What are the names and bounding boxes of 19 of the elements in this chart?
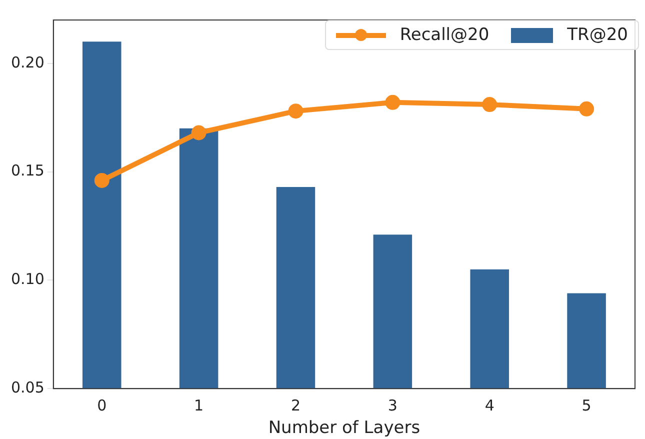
x-axis-title: Number of Layers — [268, 418, 420, 438]
point — [94, 172, 110, 188]
x-tick-label: 3 — [388, 396, 398, 414]
legend-label: Recall@20 — [400, 25, 490, 45]
point — [288, 104, 304, 119]
x-tick-label: 2 — [290, 396, 301, 414]
x-tick-label: 5 — [582, 396, 592, 414]
x-tick-label: 0 — [97, 396, 107, 414]
y-tick-label: 0.15 — [10, 162, 44, 180]
y-tick-label: 0.05 — [10, 378, 44, 396]
point — [385, 94, 400, 110]
x-tick-label: 4 — [484, 396, 494, 414]
point — [191, 125, 206, 140]
point — [482, 97, 498, 112]
point — [579, 101, 594, 116]
x-tick-label: 1 — [194, 396, 204, 414]
y-tick-label: 0.20 — [10, 53, 44, 72]
y-tick-label: 0.10 — [10, 270, 44, 288]
legend-label: TR@20 — [567, 25, 628, 45]
